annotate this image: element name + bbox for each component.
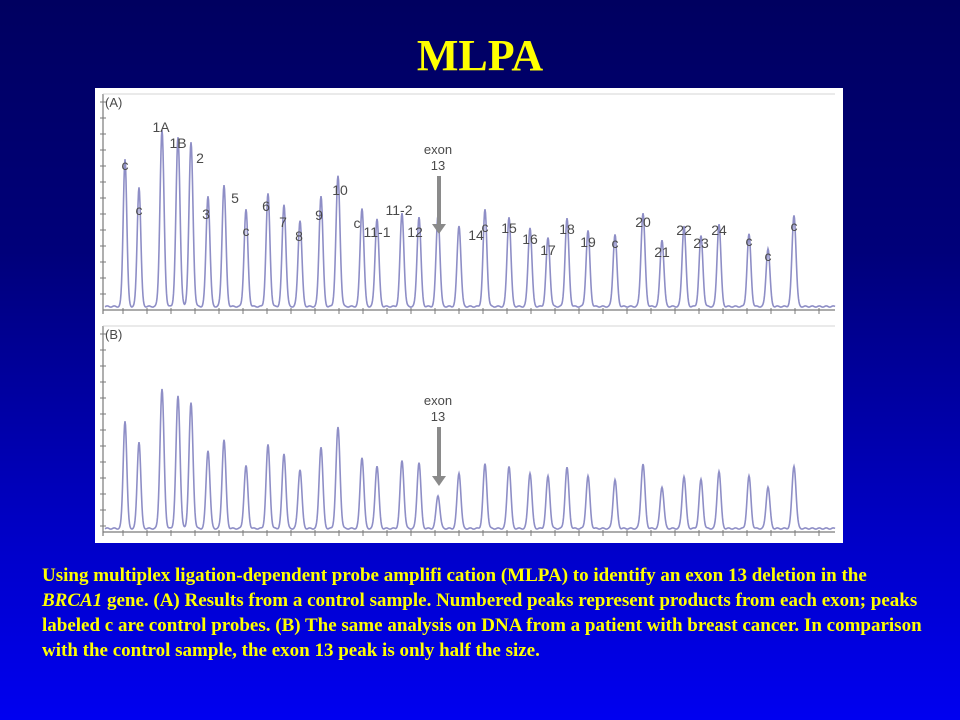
peak-label: 5 (231, 190, 239, 206)
peak-label: 7 (279, 214, 287, 230)
peak-label: c (765, 248, 772, 264)
peak-label: 11-2 (386, 202, 413, 218)
electropherogram-trace (104, 130, 836, 308)
peak-label: c (746, 233, 753, 249)
peak-label: 23 (693, 235, 709, 251)
peak-label: 15 (501, 220, 517, 236)
peak-label: c (791, 218, 798, 234)
peak-label: c (354, 215, 361, 231)
peak-label: 6 (262, 198, 270, 214)
peak-label: 22 (676, 222, 692, 238)
peak-label: 14 (468, 227, 484, 243)
peak-label: 24 (711, 222, 727, 238)
exon-annotation-line1: exon (424, 142, 452, 157)
peak-label: c (136, 202, 143, 218)
peak-label: 18 (559, 221, 575, 237)
caption-text-2: gene. (A) Results from a control sample.… (42, 590, 922, 661)
peak-label: c (612, 235, 619, 251)
caption-gene-name: BRCA1 (42, 590, 103, 611)
peak-label: 16 (522, 231, 538, 247)
mlpa-figure: (A) c c 1A 1B 2 3 5 c 6 7 8 9 10 c 11-1 11-2 12 14 c 15 16 17 1… (95, 88, 843, 543)
panel-label: (A) (105, 95, 122, 110)
peak-label: 1A (152, 119, 170, 135)
peak-label: 11-1 (364, 224, 391, 240)
exon-arrow-head (432, 224, 446, 234)
peak-label: 21 (654, 244, 670, 260)
peak-label: 2 (196, 150, 204, 166)
electropherogram-trace (104, 388, 836, 530)
exon-annotation-line2: 13 (431, 158, 445, 173)
caption-text-1: Using multiplex ligation-dependent probe… (42, 565, 867, 586)
peak-label: 20 (635, 214, 651, 230)
peak-label: 8 (295, 228, 303, 244)
figure-caption: Using multiplex ligation-dependent probe… (42, 563, 922, 663)
peak-label: c (482, 219, 489, 235)
exon-annotation-line1: exon (424, 393, 452, 408)
panel-label: (B) (105, 327, 122, 342)
peak-label: 1B (169, 135, 186, 151)
peak-label: c (122, 157, 129, 173)
peak-label: 12 (407, 224, 423, 240)
peak-label: 3 (202, 206, 210, 222)
peak-label: 9 (315, 207, 323, 223)
peak-label: c (243, 223, 250, 239)
peak-label: 19 (580, 234, 596, 250)
exon-arrow-head (432, 476, 446, 486)
exon-annotation-line2: 13 (431, 409, 445, 424)
peak-label: 10 (332, 182, 348, 198)
slide-title: MLPA (416, 31, 544, 80)
peak-label: 17 (540, 242, 556, 258)
